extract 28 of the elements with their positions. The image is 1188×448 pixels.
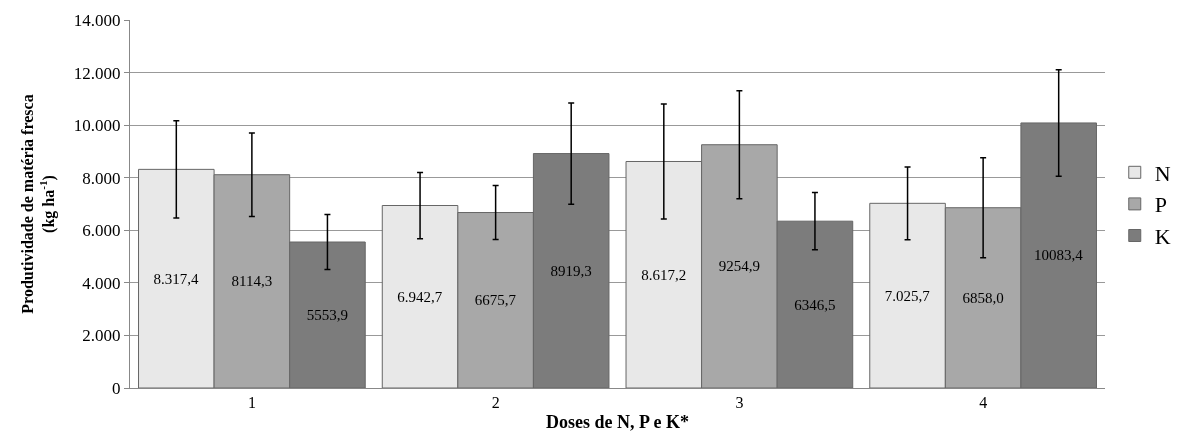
data-label: 8919,3: [550, 262, 592, 279]
data-label: 6.942,7: [397, 288, 443, 305]
data-label: 8.317,4: [153, 270, 200, 287]
data-label: 10083,4: [1034, 247, 1084, 264]
y-tick-label: 10.000: [73, 116, 121, 136]
legend-label: P: [1154, 192, 1167, 218]
y-tick-label: 8.000: [82, 168, 121, 188]
x-tick-label: 3: [735, 394, 744, 412]
x-tick-label: 1: [247, 394, 256, 412]
y-tick-label: 14.000: [73, 10, 121, 30]
x-tick-label: 2: [491, 394, 500, 412]
y-tick-label: 6.000: [82, 221, 121, 241]
data-label: 7.025,7: [884, 287, 931, 304]
legend-label: N: [1154, 160, 1171, 186]
data-label: 6346,5: [794, 296, 836, 313]
data-label: 8114,3: [231, 273, 273, 290]
x-axis-title: Doses de N, P e K*: [546, 412, 689, 433]
y-tick-label: 2.000: [82, 326, 121, 346]
y-tick-label: 4.000: [82, 273, 121, 293]
data-label: 6675,7: [474, 292, 517, 309]
y-tick-label: 12.000: [73, 63, 121, 83]
data-label: 9254,9: [718, 258, 760, 275]
x-tick-label: 4: [979, 394, 988, 412]
data-label: 5553,9: [306, 307, 349, 324]
legend-label: K: [1154, 224, 1171, 250]
data-label: 8.617,2: [641, 266, 687, 283]
y-tick-label: 0: [112, 378, 121, 398]
data-label: 6858,0: [962, 289, 1004, 306]
